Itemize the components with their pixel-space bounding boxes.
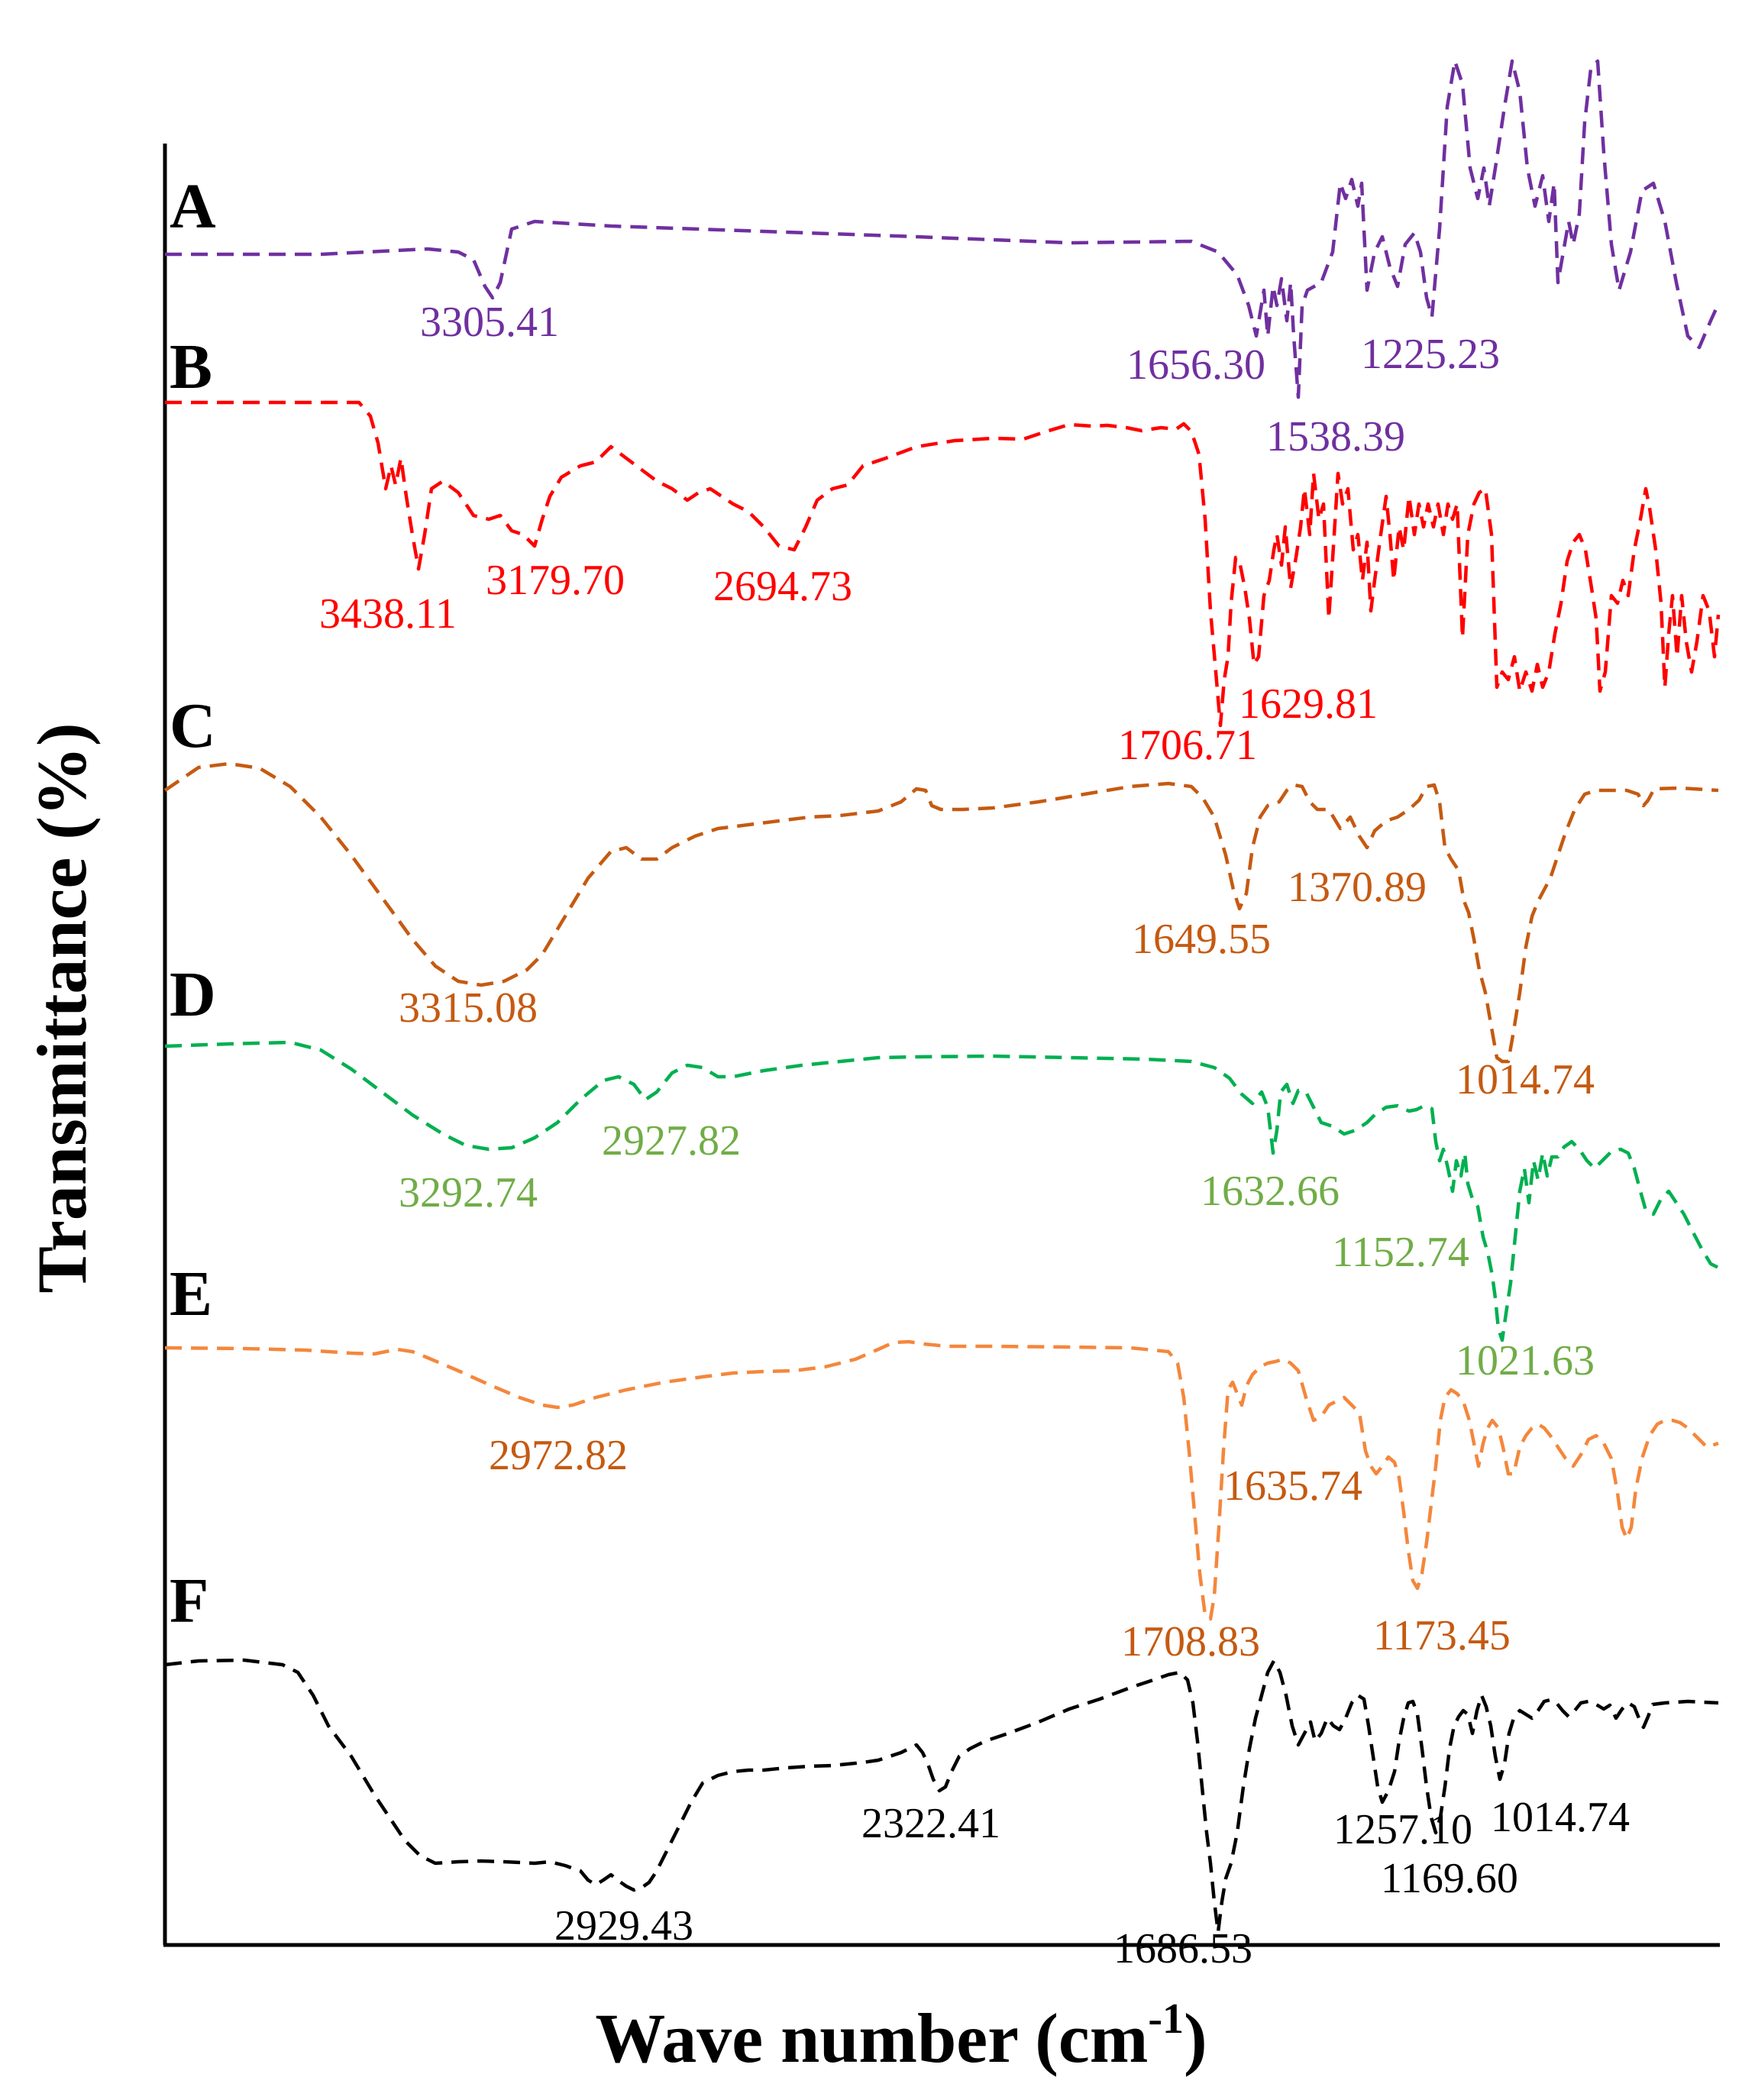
spectrum-line-D bbox=[164, 1040, 1720, 1342]
peak-label-B-1629: 1629.81 bbox=[1239, 680, 1378, 728]
peak-label-E-1173: 1173.45 bbox=[1373, 1612, 1511, 1659]
spectrum-line-C bbox=[163, 761, 1719, 1064]
x-axis-title-close: ) bbox=[1184, 1999, 1207, 2077]
peak-label-C-1649: 1649.55 bbox=[1132, 916, 1271, 963]
peak-label-C-3315: 3315.08 bbox=[399, 984, 538, 1032]
x-axis-title-superscript: -1 bbox=[1148, 1995, 1184, 2043]
peak-label-A-3305: 3305.41 bbox=[420, 299, 559, 346]
spectrum-line-F bbox=[164, 1658, 1719, 1934]
peak-label-F-1686: 1686.53 bbox=[1113, 1925, 1252, 1972]
peak-label-B-1706: 1706.71 bbox=[1118, 722, 1257, 769]
peak-label-E-1708: 1708.83 bbox=[1121, 1618, 1260, 1665]
peak-label-D-1152: 1152.74 bbox=[1332, 1229, 1469, 1276]
peak-label-F-1169: 1169.60 bbox=[1381, 1855, 1518, 1902]
peak-label-F-2929: 2929.43 bbox=[554, 1902, 693, 1950]
peak-label-F-1257: 1257.10 bbox=[1333, 1806, 1472, 1853]
peak-label-D-1021: 1021.63 bbox=[1456, 1337, 1595, 1384]
series-letter-D: D bbox=[170, 959, 216, 1030]
series-letter-C: C bbox=[170, 690, 216, 761]
peak-label-D-1632: 1632.66 bbox=[1201, 1168, 1340, 1215]
spectrum-line-B bbox=[165, 400, 1721, 728]
peak-label-D-2927: 2927.82 bbox=[602, 1117, 741, 1165]
peak-label-B-3179: 3179.70 bbox=[486, 557, 625, 604]
peak-label-A-1538: 1538.39 bbox=[1266, 413, 1405, 460]
peak-label-A-1656: 1656.30 bbox=[1126, 341, 1265, 389]
x-axis-title: Wave number (cm-1) bbox=[595, 1995, 1207, 2077]
series-letter-A: A bbox=[170, 171, 216, 242]
series-letter-B: B bbox=[170, 331, 212, 402]
peak-label-F-1014: 1014.74 bbox=[1491, 1794, 1630, 1841]
peak-label-D-3292: 3292.74 bbox=[399, 1169, 538, 1216]
peak-label-C-1370: 1370.89 bbox=[1288, 864, 1427, 911]
peak-label-F-2322: 2322.41 bbox=[861, 1800, 1000, 1847]
spectrum-line-E bbox=[164, 1339, 1719, 1621]
peak-label-C-1014: 1014.74 bbox=[1456, 1056, 1595, 1103]
series-letter-E: E bbox=[170, 1258, 212, 1329]
y-axis-title: Transmittance (%) bbox=[23, 723, 101, 1294]
spectrum-line-A bbox=[165, 59, 1721, 399]
series-letter-F: F bbox=[170, 1565, 208, 1636]
peak-label-B-3438: 3438.11 bbox=[319, 590, 457, 638]
x-axis-title-main: Wave number (cm bbox=[595, 1999, 1148, 2077]
peak-label-B-2694: 2694.73 bbox=[713, 563, 852, 610]
peak-label-E-2972: 2972.82 bbox=[489, 1432, 628, 1479]
peak-label-E-1635: 1635.74 bbox=[1223, 1462, 1362, 1510]
peak-label-A-1225: 1225.23 bbox=[1361, 331, 1500, 378]
